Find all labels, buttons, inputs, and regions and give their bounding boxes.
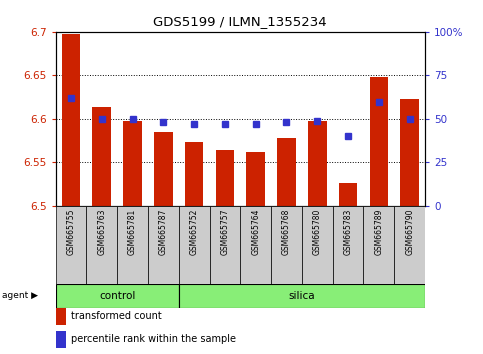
Text: percentile rank within the sample: percentile rank within the sample bbox=[71, 335, 236, 344]
Bar bbox=[123, 121, 142, 206]
Bar bbox=[339, 183, 357, 206]
Bar bbox=[185, 142, 203, 206]
Bar bbox=[210, 206, 240, 284]
Bar bbox=[56, 206, 86, 284]
Bar bbox=[400, 99, 419, 206]
Bar bbox=[271, 206, 302, 284]
Bar bbox=[92, 107, 111, 206]
Bar bbox=[333, 206, 364, 284]
Text: GSM665787: GSM665787 bbox=[159, 209, 168, 255]
Bar bbox=[117, 206, 148, 284]
Text: GSM665763: GSM665763 bbox=[97, 209, 106, 255]
Bar bbox=[308, 121, 327, 206]
Text: agent ▶: agent ▶ bbox=[2, 291, 39, 301]
Bar bbox=[364, 206, 394, 284]
Bar bbox=[369, 77, 388, 206]
Text: GSM665752: GSM665752 bbox=[190, 209, 199, 255]
Text: GSM665755: GSM665755 bbox=[67, 209, 75, 255]
Bar bbox=[394, 206, 425, 284]
Text: silica: silica bbox=[288, 291, 315, 301]
Bar bbox=[215, 150, 234, 206]
Bar bbox=[277, 138, 296, 206]
Text: GSM665789: GSM665789 bbox=[374, 209, 384, 255]
Bar bbox=[62, 34, 80, 206]
Bar bbox=[56, 308, 66, 325]
Bar bbox=[246, 152, 265, 206]
Text: GSM665790: GSM665790 bbox=[405, 209, 414, 255]
Bar bbox=[240, 206, 271, 284]
Title: GDS5199 / ILMN_1355234: GDS5199 / ILMN_1355234 bbox=[154, 15, 327, 28]
Bar bbox=[179, 284, 425, 308]
Bar bbox=[302, 206, 333, 284]
Text: GSM665780: GSM665780 bbox=[313, 209, 322, 255]
Bar bbox=[148, 206, 179, 284]
Text: control: control bbox=[99, 291, 135, 301]
Text: GSM665764: GSM665764 bbox=[251, 209, 260, 255]
Text: GSM665781: GSM665781 bbox=[128, 209, 137, 255]
Bar bbox=[56, 284, 179, 308]
Bar bbox=[154, 132, 172, 206]
Text: GSM665768: GSM665768 bbox=[282, 209, 291, 255]
Text: transformed count: transformed count bbox=[71, 312, 162, 321]
Bar bbox=[179, 206, 210, 284]
Text: GSM665783: GSM665783 bbox=[343, 209, 353, 255]
Bar bbox=[86, 206, 117, 284]
Bar bbox=[56, 331, 66, 348]
Text: GSM665757: GSM665757 bbox=[220, 209, 229, 255]
